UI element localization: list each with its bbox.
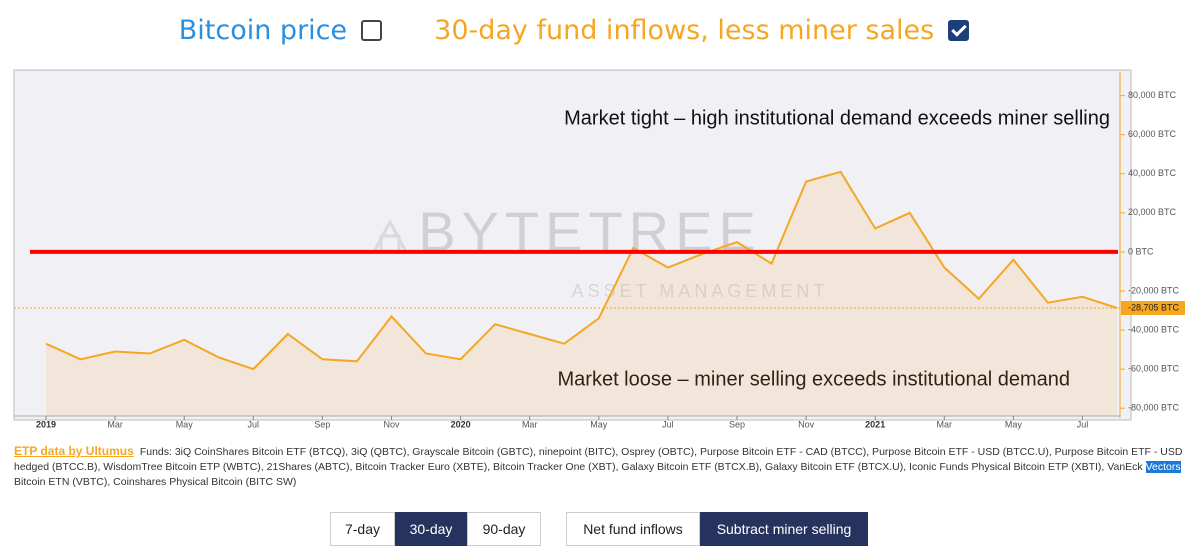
watermark: ASSET MANAGEMENT: [572, 281, 829, 301]
y-tick-label: 60,000 BTC: [1128, 129, 1177, 139]
annotation: Market loose – miner selling exceeds ins…: [558, 368, 1071, 390]
toggle-label[interactable]: Bitcoin price: [178, 15, 348, 46]
watermark-logo: [373, 218, 407, 251]
annotation: Market tight – high institutional demand…: [564, 107, 1110, 129]
toggle-button[interactable]: Subtract miner selling: [700, 512, 868, 546]
toggle-button[interactable]: 90-day: [467, 512, 541, 546]
x-tick-label: Mar: [937, 419, 953, 429]
button-group: Net fund inflows Subtract miner selling: [566, 512, 868, 546]
chart: BYTETREE ASSET MANAGEMENT Market tight –…: [13, 69, 1185, 429]
x-tick-label: Sep: [314, 419, 330, 429]
y-tick-label: -80,000 BTC: [1128, 403, 1180, 413]
checkbox[interactable]: [948, 20, 970, 41]
footer: ETP data by Ultumus Funds: 3iQ CoinShares…: [14, 444, 1186, 490]
button-group: 7-day 30-day 90-day: [330, 512, 541, 546]
chart-panel: [13, 69, 1132, 421]
y-tick-label: 80,000 BTC: [1128, 90, 1177, 100]
line: [45, 170, 1118, 371]
toggle-button[interactable]: 30-day: [395, 512, 467, 546]
toggle-label[interactable]: 30-day fund inflows, less miner sales: [434, 15, 935, 46]
funds-text: Funds: 3iQ CoinShares Bitcoin ETF (BTCQ)…: [14, 446, 1183, 473]
y-tick-label: 0 BTC: [1128, 246, 1154, 256]
x-tick-label: 2020: [451, 419, 471, 429]
y-tick-label: -60,000 BTC: [1128, 363, 1180, 373]
x-tick-label: Mar: [522, 419, 538, 429]
y-tick-label: 40,000 BTC: [1128, 168, 1177, 178]
x-tick-label: May: [1005, 419, 1023, 429]
x-tick-label: May: [590, 419, 608, 429]
x-tick-label: 2019: [36, 419, 56, 429]
x-tick-label: Jul: [1077, 419, 1089, 429]
funds-text: Bitcoin ETN (VBTC), Coinshares Physical …: [14, 476, 297, 488]
x-tick-label: May: [176, 419, 194, 429]
x-tick-label: Mar: [107, 419, 123, 429]
source-link[interactable]: ETP data by Ultumus: [14, 444, 134, 458]
toggle-button[interactable]: 7-day: [330, 512, 395, 546]
toggle-bar: Bitcoin price 30-day fund inflows, less m…: [0, 14, 1200, 46]
x-tick-label: Jul: [662, 419, 674, 429]
x-tick-label: Jul: [248, 419, 260, 429]
x-tick-label: Nov: [798, 419, 815, 429]
x-tick-label: 2021: [865, 419, 885, 429]
x-tick-label: Sep: [729, 419, 745, 429]
toggle-button[interactable]: Net fund inflows: [566, 512, 700, 546]
y-tick-label: -20,000 BTC: [1128, 285, 1180, 295]
y-tick-label: -40,000 BTC: [1128, 324, 1180, 334]
y-tick-label: 20,000 BTC: [1128, 207, 1177, 217]
checkbox[interactable]: [361, 20, 383, 41]
area: [46, 171, 1118, 416]
funds-highlight: Vectors: [1145, 461, 1181, 473]
last-value-label: -28,705 BTC: [1128, 302, 1180, 312]
x-tick-label: Nov: [383, 419, 400, 429]
last-value-box: [1121, 300, 1185, 315]
